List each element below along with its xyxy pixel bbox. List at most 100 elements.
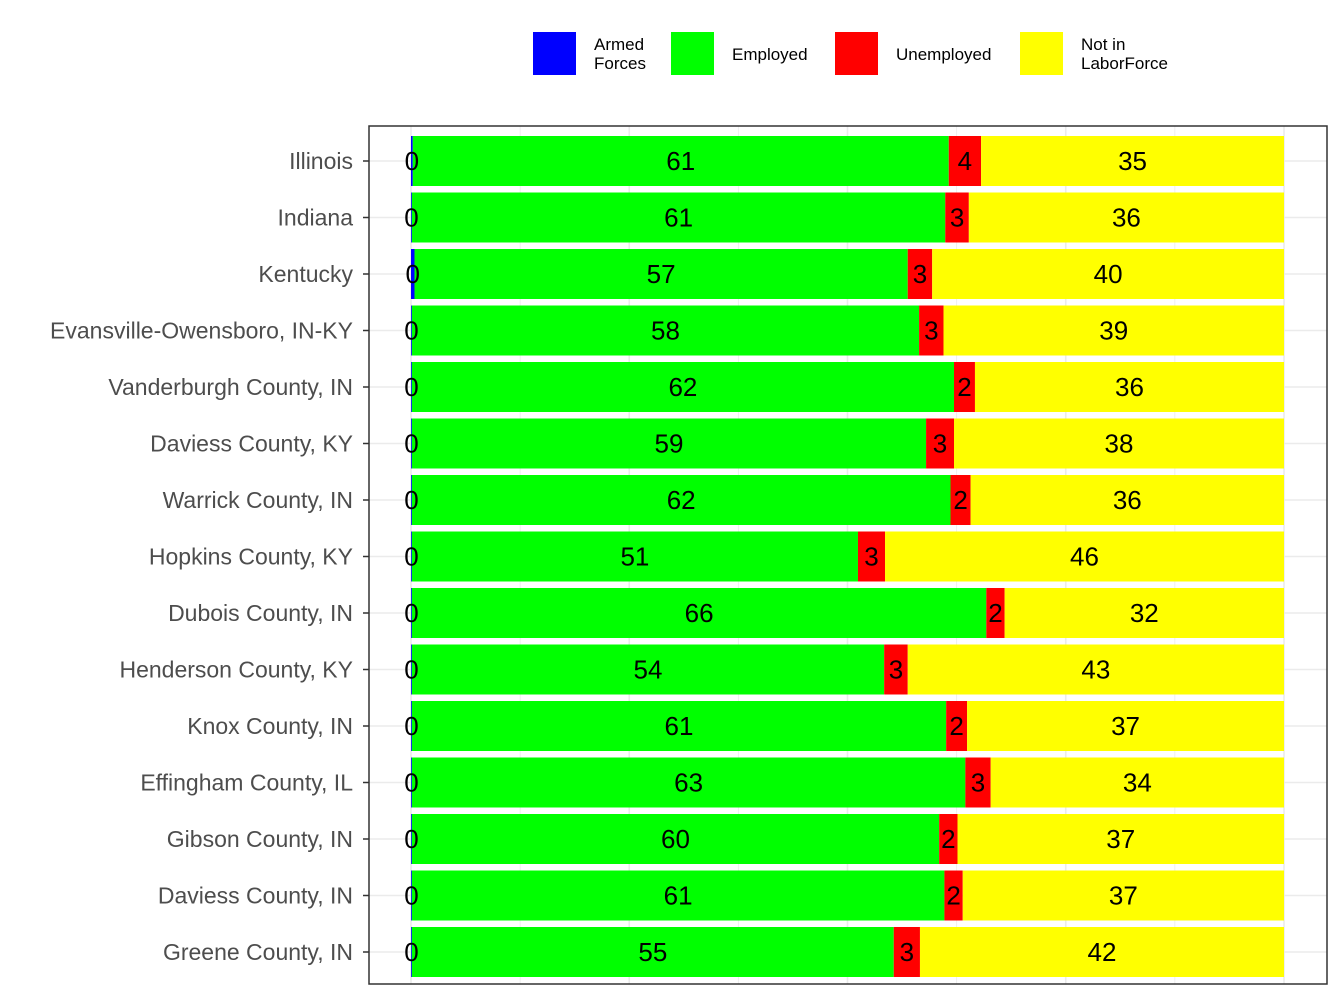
legend-swatch-employed — [671, 32, 714, 75]
bar-unemployed — [986, 588, 1005, 638]
bar-unemployed — [926, 418, 955, 469]
data-label-not-in-laborforce: 34 — [1123, 768, 1152, 798]
data-label-unemployed: 2 — [953, 485, 967, 515]
bar-armed-forces — [411, 644, 412, 695]
bar-not-in-laborforce — [932, 249, 1284, 299]
data-label-employed: 51 — [620, 542, 649, 572]
bar-unemployed — [939, 814, 958, 864]
data-label-not-in-laborforce: 36 — [1112, 203, 1141, 233]
bar-armed-forces — [411, 870, 412, 921]
bar-armed-forces — [411, 531, 412, 582]
bar-not-in-laborforce — [885, 531, 1284, 582]
bar-unemployed — [857, 531, 886, 582]
data-label-employed: 61 — [664, 881, 693, 911]
data-label-not-in-laborforce: 37 — [1109, 881, 1138, 911]
data-label-not-in-laborforce: 38 — [1105, 429, 1134, 459]
y-tick-label: Illinois — [289, 148, 353, 174]
data-label-armed-forces: 0 — [404, 655, 418, 685]
data-label-armed-forces: 0 — [404, 485, 418, 515]
legend-label-employed: Employed — [732, 44, 808, 64]
data-label-employed: 61 — [666, 146, 695, 176]
legend-label-armed-forces: Armed Forces — [594, 35, 646, 73]
bar-unemployed — [893, 927, 920, 977]
plot-border — [368, 125, 1328, 985]
data-label-employed: 57 — [647, 259, 676, 289]
data-label-unemployed: 3 — [933, 429, 947, 459]
data-label-employed: 61 — [664, 203, 693, 233]
y-tick-label: Evansville-Owensboro, IN-KY — [50, 318, 353, 344]
data-label-not-in-laborforce: 43 — [1081, 655, 1110, 685]
y-tick-label: Dubois County, IN — [168, 600, 353, 626]
y-tick-label: Indiana — [278, 205, 354, 231]
data-label-not-in-laborforce: 40 — [1094, 259, 1123, 289]
data-label-not-in-laborforce: 37 — [1111, 711, 1140, 741]
data-label-armed-forces: 0 — [405, 146, 419, 176]
data-label-employed: 66 — [685, 598, 714, 628]
data-label-unemployed: 3 — [950, 203, 964, 233]
data-label-unemployed: 2 — [946, 881, 960, 911]
y-tick-label: Daviess County, KY — [150, 431, 353, 457]
bar-not-in-laborforce — [974, 362, 1284, 412]
bar-employed — [411, 418, 927, 469]
y-tick-label: Warrick County, IN — [163, 487, 353, 513]
bar-employed — [411, 757, 966, 808]
bar-not-in-laborforce — [967, 701, 1284, 751]
data-label-employed: 61 — [665, 711, 694, 741]
data-label-not-in-laborforce: 37 — [1106, 824, 1135, 854]
bar-not-in-laborforce — [919, 927, 1284, 977]
data-label-employed: 62 — [667, 485, 696, 515]
legend-swatch-unemployed — [835, 32, 878, 75]
bar-employed — [411, 362, 955, 412]
bar-armed-forces — [411, 588, 412, 638]
y-tick-label: Knox County, IN — [187, 713, 353, 739]
bar-armed-forces — [411, 362, 412, 412]
legend-label-not-in-laborforce: Not in LaborForce — [1081, 35, 1168, 73]
bar-employed — [411, 814, 940, 864]
bar-armed-forces — [411, 475, 412, 525]
data-label-armed-forces: 0 — [404, 881, 418, 911]
bar-not-in-laborforce — [968, 192, 1284, 243]
data-label-armed-forces: 0 — [404, 429, 418, 459]
data-label-armed-forces: 0 — [404, 937, 418, 967]
bar-employed — [411, 588, 987, 638]
data-label-armed-forces: 0 — [404, 316, 418, 346]
bar-unemployed — [919, 305, 944, 356]
data-label-unemployed: 3 — [971, 768, 985, 798]
data-label-armed-forces: 0 — [404, 598, 418, 628]
bar-armed-forces — [411, 814, 412, 864]
bar-armed-forces — [411, 249, 415, 299]
bar-employed — [411, 870, 945, 921]
bar-employed — [411, 192, 946, 243]
bar-unemployed — [944, 870, 963, 921]
bar-employed — [411, 475, 951, 525]
data-label-employed: 54 — [634, 655, 663, 685]
bar-not-in-laborforce — [1004, 588, 1284, 638]
bar-employed — [411, 644, 885, 695]
y-tick-label: Greene County, IN — [163, 939, 353, 965]
y-tick-label: Henderson County, KY — [119, 657, 353, 683]
bar-not-in-laborforce — [962, 870, 1284, 921]
y-tick-label: Kentucky — [258, 261, 353, 287]
bar-not-in-laborforce — [954, 418, 1284, 469]
bar-armed-forces — [411, 192, 412, 243]
bar-employed — [411, 531, 858, 582]
bar-unemployed — [954, 362, 975, 412]
y-tick-label: Gibson County, IN — [167, 826, 353, 852]
data-label-unemployed: 3 — [864, 542, 878, 572]
bar-employed — [414, 249, 908, 299]
data-label-unemployed: 3 — [889, 655, 903, 685]
y-tick-label: Vanderburgh County, IN — [108, 374, 353, 400]
data-label-not-in-laborforce: 42 — [1088, 937, 1117, 967]
data-label-employed: 63 — [674, 768, 703, 798]
bar-unemployed — [965, 757, 991, 808]
data-label-unemployed: 3 — [913, 259, 927, 289]
data-label-armed-forces: 0 — [404, 711, 418, 741]
bar-armed-forces — [411, 927, 412, 977]
data-label-employed: 59 — [655, 429, 684, 459]
bar-unemployed — [950, 475, 971, 525]
legend-label-unemployed: Unemployed — [896, 44, 992, 64]
data-label-employed: 58 — [651, 316, 680, 346]
legend-swatch-not-in-laborforce — [1020, 32, 1063, 75]
data-label-armed-forces: 0 — [404, 824, 418, 854]
